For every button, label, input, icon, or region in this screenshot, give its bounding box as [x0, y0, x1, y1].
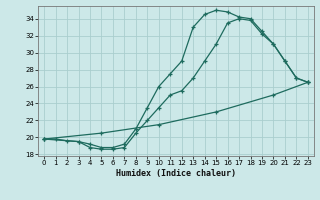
X-axis label: Humidex (Indice chaleur): Humidex (Indice chaleur) — [116, 169, 236, 178]
